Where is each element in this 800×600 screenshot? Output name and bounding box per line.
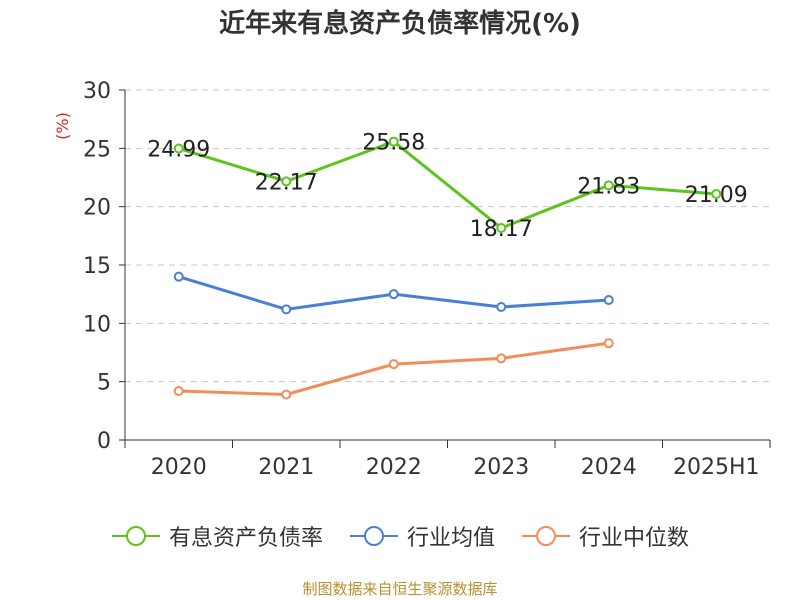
data-point — [173, 386, 184, 396]
data-point — [281, 389, 292, 400]
data-point — [388, 289, 399, 300]
legend-item-series-3[interactable]: 行业中位数 — [521, 520, 689, 552]
data-point — [496, 353, 507, 364]
axis-layer: 0 5 10 15 20 25 30 2020 2021 2022 2023 2024 2025H1 (%… — [53, 79, 771, 480]
data-point — [388, 359, 399, 370]
legend-item-series-1[interactable]: 有息资产负债率 — [111, 520, 323, 552]
x-tick-label: 2025H1 — [673, 455, 760, 480]
data-point — [388, 136, 399, 147]
data-label: 24.99 — [147, 137, 210, 162]
data-point — [603, 180, 614, 191]
legend-label-series-2: 行业均值 — [406, 526, 495, 551]
data-point — [496, 302, 507, 312]
data-point — [496, 223, 507, 234]
data-point — [603, 295, 614, 305]
legend-label-series-1: 有息资产负债率 — [168, 526, 323, 551]
data-point — [603, 338, 614, 349]
x-tick-label: 2024 — [581, 455, 637, 480]
legend-swatch-series-1 — [111, 526, 160, 546]
x-tick-label: 2022 — [366, 455, 422, 480]
data-point — [711, 188, 722, 199]
data-label: 18.17 — [470, 217, 533, 242]
data-label: 25.58 — [362, 131, 425, 156]
y-tick-label: 10 — [83, 312, 111, 337]
y-tick-label: 20 — [83, 196, 111, 221]
legend-swatch-series-3 — [522, 526, 570, 546]
legend-swatch-series-2 — [349, 526, 398, 546]
data-label: 21.09 — [685, 183, 748, 208]
data-point — [173, 143, 184, 154]
y-tick-label: 0 — [97, 429, 111, 454]
data-label: 22.17 — [255, 170, 318, 195]
legend-item-series-2[interactable]: 行业均值 — [349, 520, 495, 552]
y-tick-label: 30 — [83, 79, 111, 104]
chart-title: 近年来有息资产负债率情况(%) — [219, 9, 581, 39]
x-tick-label: 2020 — [151, 455, 207, 480]
y-tick-label: 15 — [83, 254, 111, 279]
y-tick-label: 5 — [97, 371, 111, 396]
data-point — [281, 176, 292, 187]
data-point — [173, 271, 184, 282]
y-axis-unit-label: (%) — [53, 112, 72, 140]
x-tick-label: 2021 — [258, 455, 314, 480]
legend-label-series-3: 行业中位数 — [579, 526, 690, 551]
grid-layer — [125, 89, 770, 383]
y-tick-label: 25 — [83, 137, 111, 162]
series-line-1 — [178, 140, 717, 230]
data-label: 21.83 — [577, 174, 640, 199]
data-point — [281, 304, 292, 315]
source-note: 制图数据来自恒生聚源数据库 — [302, 580, 498, 598]
legend: 有息资产负债率 行业均值 行业中位数 — [0, 520, 800, 552]
x-tick-label: 2023 — [473, 455, 529, 480]
label-layer: 24.99 22.17 25.58 18.17 21.83 21.09 — [147, 131, 747, 242]
series-layer — [173, 136, 722, 400]
